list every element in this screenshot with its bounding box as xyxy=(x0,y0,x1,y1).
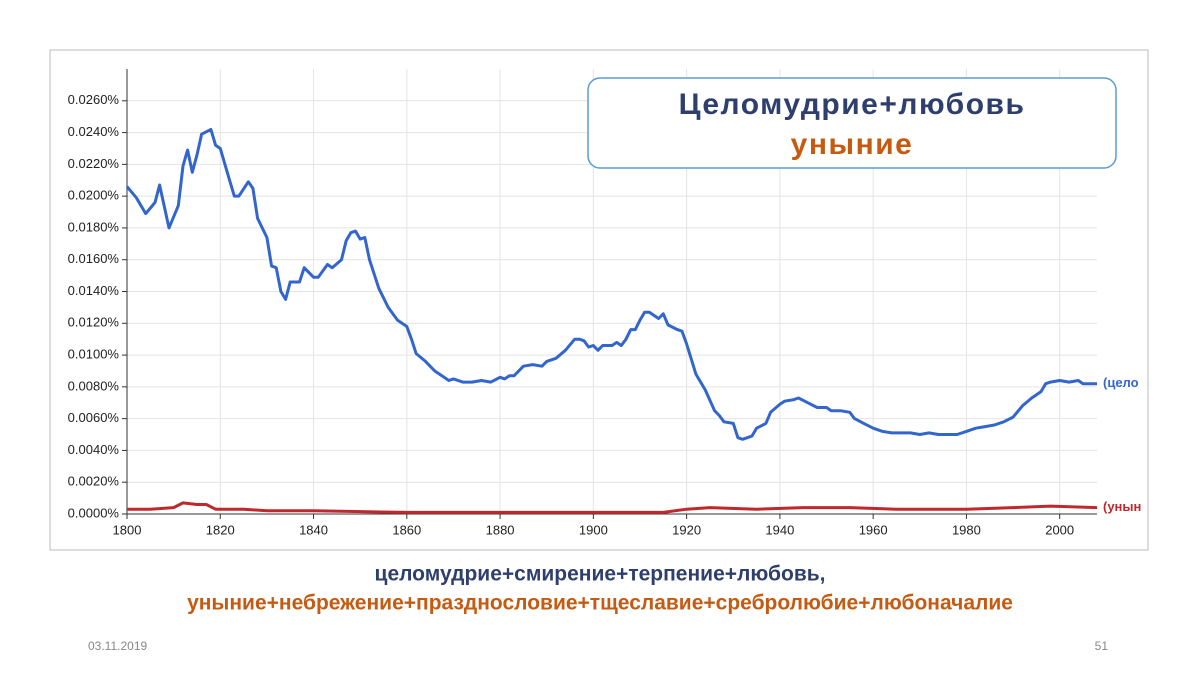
x-tick-label: 1980 xyxy=(952,522,981,537)
legend-box-line: уныние xyxy=(791,128,914,161)
y-tick-label: 0.0020% xyxy=(68,474,120,489)
x-tick-label: 1900 xyxy=(579,522,608,537)
x-tick-label: 1880 xyxy=(486,522,515,537)
plot: 0.0000% 0.0020% 0.0040% 0.0060% 0.0080% 0.010… xyxy=(68,69,1141,537)
date: 03.11.2019 xyxy=(88,639,147,653)
x-tick-label: 1960 xyxy=(859,522,888,537)
y-tick-label: 0.0160% xyxy=(68,251,120,266)
y-tick-label: 0.0040% xyxy=(68,442,120,457)
caption: целомудрие+смирение+терпение+любовь, xyxy=(375,563,826,586)
series-line xyxy=(125,127,1097,441)
x-tick-label: 1840 xyxy=(299,522,328,537)
y-tick-label: 0.0260% xyxy=(68,92,120,107)
series-label: (унын xyxy=(1103,499,1141,514)
y-tick-label: 0.0000% xyxy=(68,505,120,520)
legend-box-line: Целомудрие+любовь xyxy=(679,88,1026,121)
caption: уныние+небрежение+празднословие+тщеслави… xyxy=(187,592,1013,615)
y-tick-label: 0.0060% xyxy=(68,410,120,425)
page-number: 51 xyxy=(1095,639,1109,653)
x-tick-label: 1860 xyxy=(392,522,421,537)
y-tick-label: 0.0100% xyxy=(68,347,120,362)
x-tick-label: 1920 xyxy=(672,522,701,537)
series-line xyxy=(127,501,1098,514)
x-tick-label: 1940 xyxy=(765,522,794,537)
y-tick-label: 0.0120% xyxy=(68,315,120,330)
y-tick-label: 0.0140% xyxy=(68,283,120,298)
x-tick-label: 2000 xyxy=(1045,522,1074,537)
y-tick-label: 0.0080% xyxy=(68,378,120,393)
legend-box xyxy=(587,77,1117,169)
y-tick-label: 0.0220% xyxy=(68,156,120,171)
y-tick-label: 0.0180% xyxy=(68,219,120,234)
x-tick-label: 1800 xyxy=(113,522,142,537)
x-tick-label: 1820 xyxy=(206,522,235,537)
y-tick-label: 0.0240% xyxy=(68,124,120,139)
y-tick-label: 0.0200% xyxy=(68,188,120,203)
series-label: (цело xyxy=(1103,375,1139,390)
